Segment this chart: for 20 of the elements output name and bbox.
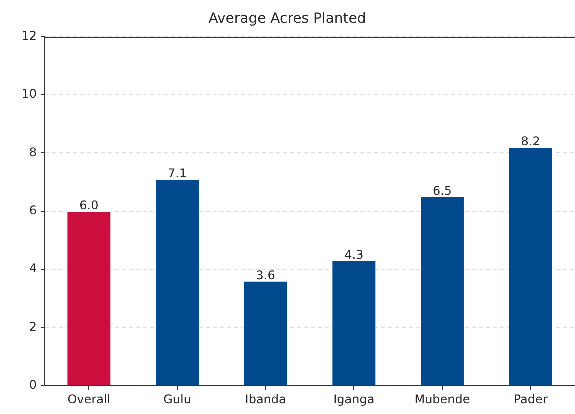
data-label: 7.1: [168, 166, 188, 181]
data-label: 3.6: [256, 268, 276, 282]
x-tick-label: Ibanda: [245, 392, 286, 406]
x-tick-label: Mubende: [414, 392, 470, 406]
data-label: 6.0: [80, 198, 99, 213]
chart-title: Average Acres Planted: [208, 11, 366, 28]
y-tick-label: 4: [29, 262, 37, 276]
y-tick-label: 12: [22, 28, 37, 43]
y-tick-label: 10: [22, 87, 37, 102]
data-label: 8.2: [521, 134, 540, 149]
y-tick-label: 6: [29, 204, 37, 218]
y-tick-label: 2: [29, 320, 37, 334]
y-tick-label: 0: [29, 378, 37, 392]
data-label: 4.3: [344, 248, 364, 262]
y-tick-label: 8: [29, 145, 37, 160]
x-tick-label: Iganga: [334, 392, 375, 406]
x-tick-label: Overall: [68, 392, 111, 406]
data-label: 6.5: [432, 184, 452, 198]
x-tick-label: Pader: [514, 392, 548, 406]
x-tick-label: Gulu: [164, 392, 192, 406]
